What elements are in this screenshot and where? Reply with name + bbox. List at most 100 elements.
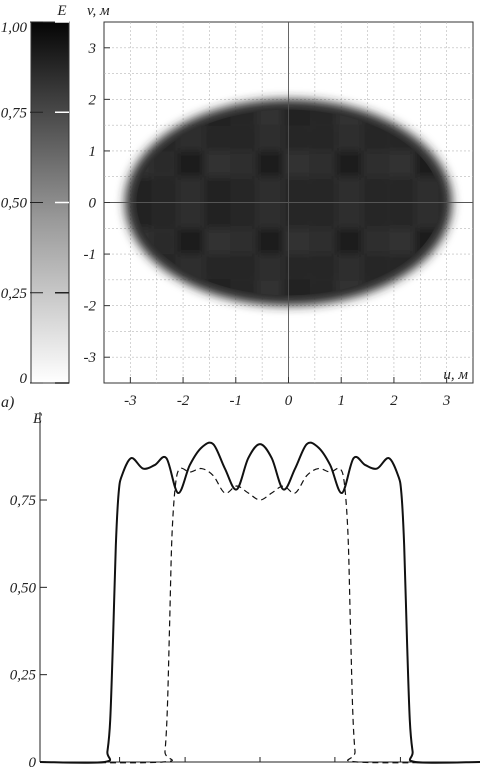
beam-spot-cell: [136, 176, 152, 203]
beam-spot-cell: [256, 109, 284, 126]
beam-spot-cell: [283, 228, 310, 255]
beam-spot-cell: [335, 228, 363, 255]
beam-spot-cell: [204, 125, 231, 151]
panel-label: a): [1, 394, 14, 411]
beam-spot-cell: [256, 150, 284, 177]
beam-spot-cell: [256, 125, 284, 151]
beam-spot-cell: [230, 254, 257, 280]
beam-spot-cell: [362, 150, 389, 177]
profile-axes: [39, 412, 480, 763]
beam-spot-cell: [309, 228, 336, 255]
x-tick-label: 0: [285, 393, 293, 409]
y-tick-label: 2: [89, 92, 97, 108]
beam-spot-cell: [283, 125, 310, 151]
beam-spot-cell: [204, 150, 231, 177]
beam-spot-cell: [283, 176, 310, 203]
beam-spot-cell: [283, 279, 310, 296]
profile-series-dashed: [39, 467, 480, 764]
heatmap-x-axis-label: u, м: [443, 367, 468, 383]
beam-spot-cell: [335, 202, 363, 229]
y-tick-label: 3: [88, 41, 97, 57]
heatmap-y-axis-label: v, м: [87, 3, 110, 19]
beam-spot-cell: [362, 228, 389, 255]
beam-spot-cell: [256, 279, 284, 296]
beam-spot-cell: [256, 176, 284, 203]
beam-spot-cell: [177, 228, 205, 255]
beam-spot-cell: [177, 202, 205, 229]
beam-spot-cell: [177, 150, 205, 177]
x-tick-label: 1: [337, 393, 345, 409]
heatmap-center-axes: [104, 22, 473, 383]
beam-spot-cell: [309, 254, 336, 280]
x-tick-label: 3: [442, 393, 451, 409]
beam-spot-cell: [204, 202, 231, 229]
colorbar-ticks: 0 0,25 0,50 0,75 1,00: [1, 20, 69, 387]
beam-spot-cell: [415, 176, 441, 203]
beam-spot-cell: [388, 150, 416, 177]
profile-y-axis-label: E: [32, 411, 42, 427]
beam-spot-cell: [309, 279, 336, 296]
beam-spot-cell: [309, 125, 336, 151]
beam-spot-cell: [309, 109, 336, 126]
y-tick-label: 0: [89, 196, 97, 212]
colorbar: E 0 0,25 0,50 0,75 1,00: [1, 3, 70, 387]
beam-spot-cell: [177, 176, 205, 203]
beam-spot-cell: [362, 202, 389, 229]
heatmap-x-ticks: -3 -2 -1 0 1 2 3: [124, 377, 450, 409]
heatmap-y-ticks: 3 2 1 0 -1 -2 -3: [84, 41, 110, 366]
colorbar-tick-label: 0: [20, 371, 28, 387]
beam-spot-cell: [230, 125, 257, 151]
colorbar-label: E: [56, 3, 66, 19]
beam-spot-cell: [388, 228, 416, 255]
beam-spot-cell: [335, 125, 363, 151]
profile-y-tick-label: 0,25: [10, 668, 37, 684]
beam-spot-cell: [204, 254, 231, 280]
beam-spot-cell: [309, 176, 336, 203]
beam-spot-cell: [309, 202, 336, 229]
y-tick-label: 1: [89, 144, 97, 160]
profile-series-solid: [39, 441, 480, 764]
beam-spot-cell: [309, 150, 336, 177]
colorbar-tick-label: 0,50: [1, 196, 28, 212]
colorbar-tick-label: 1,00: [1, 20, 28, 36]
y-tick-label: -3: [84, 350, 97, 366]
beam-spot-cell: [283, 150, 310, 177]
beam-spot-cell: [230, 202, 257, 229]
beam-spot-cell: [335, 150, 363, 177]
colorbar-tick-label: 0,75: [1, 105, 28, 121]
beam-spot-cell: [283, 254, 310, 280]
profile-y-tick-label: 0,50: [10, 580, 37, 596]
beam-spot-cell: [283, 109, 310, 126]
beam-spot-cell: [362, 176, 389, 203]
beam-spot-cell: [388, 176, 416, 203]
profile-series: [39, 441, 480, 764]
x-tick-label: -1: [230, 393, 243, 409]
beam-spot-cell: [335, 254, 363, 280]
x-tick-label: -2: [177, 393, 190, 409]
profile-y-ticks: 0 0,25 0,50 0,75: [10, 493, 47, 767]
beam-spot-cell: [151, 176, 178, 203]
beam-spot-cell: [283, 202, 310, 229]
beam-spot-cell: [230, 228, 257, 255]
profile-y-tick-label: 0,75: [10, 493, 37, 509]
colorbar-tick-label: 0,25: [1, 286, 28, 302]
profile-panel: E 0 0,25 0,50 0,75: [10, 411, 480, 767]
beam-spot-cell: [204, 228, 231, 255]
beam-spot-cell: [415, 202, 441, 229]
beam-spot-cell: [256, 202, 284, 229]
beam-spot-cell: [335, 176, 363, 203]
beam-spot-cell: [136, 202, 152, 229]
beam-spot-cell: [230, 150, 257, 177]
x-tick-label: 2: [390, 393, 398, 409]
y-tick-label: -2: [84, 299, 97, 315]
beam-spot-cell: [204, 176, 231, 203]
beam-spot-cell: [256, 254, 284, 280]
y-tick-label: -1: [84, 247, 97, 263]
beam-spot-cell: [230, 176, 257, 203]
beam-spot-cell: [388, 202, 416, 229]
profile-y-tick-label: 0: [29, 755, 37, 767]
beam-spot-cell: [151, 202, 178, 229]
beam-spot-cell: [256, 228, 284, 255]
heatmap-panel: -3 -2 -1 0 1 2 3 3 2 1 0 -1 -2 -3 v, м u, м a): [1, 3, 474, 411]
